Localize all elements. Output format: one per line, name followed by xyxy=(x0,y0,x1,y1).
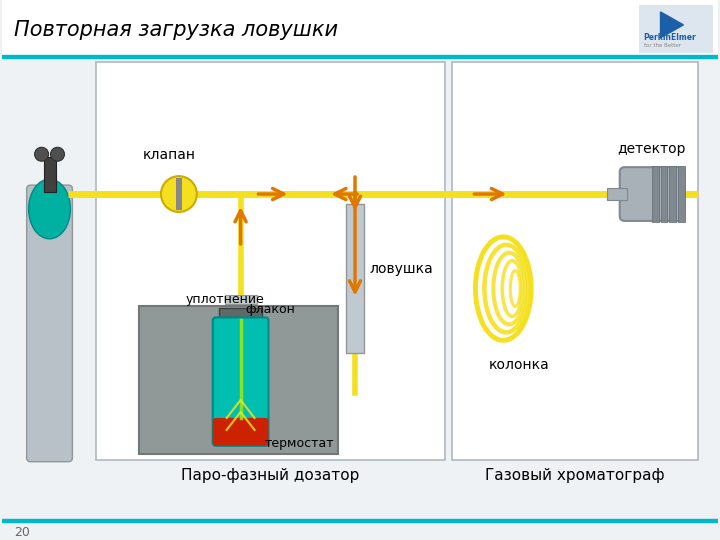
Text: клапан: клапан xyxy=(143,148,195,162)
Bar xyxy=(652,166,659,222)
FancyBboxPatch shape xyxy=(212,318,269,446)
FancyBboxPatch shape xyxy=(27,185,73,462)
FancyBboxPatch shape xyxy=(620,167,685,221)
Bar xyxy=(607,188,626,200)
Circle shape xyxy=(161,176,197,212)
Text: Газовый хроматограф: Газовый хроматограф xyxy=(485,468,665,483)
Circle shape xyxy=(35,147,48,161)
Text: колонка: колонка xyxy=(489,358,549,372)
Bar xyxy=(1,0,719,55)
Text: детектор: детектор xyxy=(617,142,686,156)
Bar xyxy=(1,519,719,522)
Text: Повторная загрузка ловушки: Повторная загрузка ловушки xyxy=(14,20,338,40)
Text: Паро-фазный дозатор: Паро-фазный дозатор xyxy=(181,468,359,483)
Text: PerkinElmer: PerkinElmer xyxy=(644,33,696,42)
Bar xyxy=(660,166,667,222)
Text: термостат: термостат xyxy=(264,437,334,450)
Text: ловушка: ловушка xyxy=(370,262,433,276)
Polygon shape xyxy=(660,12,683,38)
Text: уплотнение: уплотнение xyxy=(186,293,265,306)
Bar xyxy=(346,204,364,353)
Bar xyxy=(225,294,256,305)
Bar xyxy=(139,307,338,454)
Bar xyxy=(219,308,263,326)
Bar xyxy=(176,178,182,210)
Bar xyxy=(96,62,444,460)
Bar xyxy=(451,62,698,460)
Bar xyxy=(678,166,685,222)
Ellipse shape xyxy=(29,179,71,239)
Bar xyxy=(44,157,55,192)
Text: флакон: флакон xyxy=(246,303,295,316)
FancyBboxPatch shape xyxy=(212,418,269,446)
Bar xyxy=(670,166,676,222)
Text: 20: 20 xyxy=(14,526,30,539)
Bar xyxy=(639,5,714,53)
Circle shape xyxy=(50,147,65,161)
Text: for the Better: for the Better xyxy=(644,43,680,48)
Bar xyxy=(1,55,719,58)
